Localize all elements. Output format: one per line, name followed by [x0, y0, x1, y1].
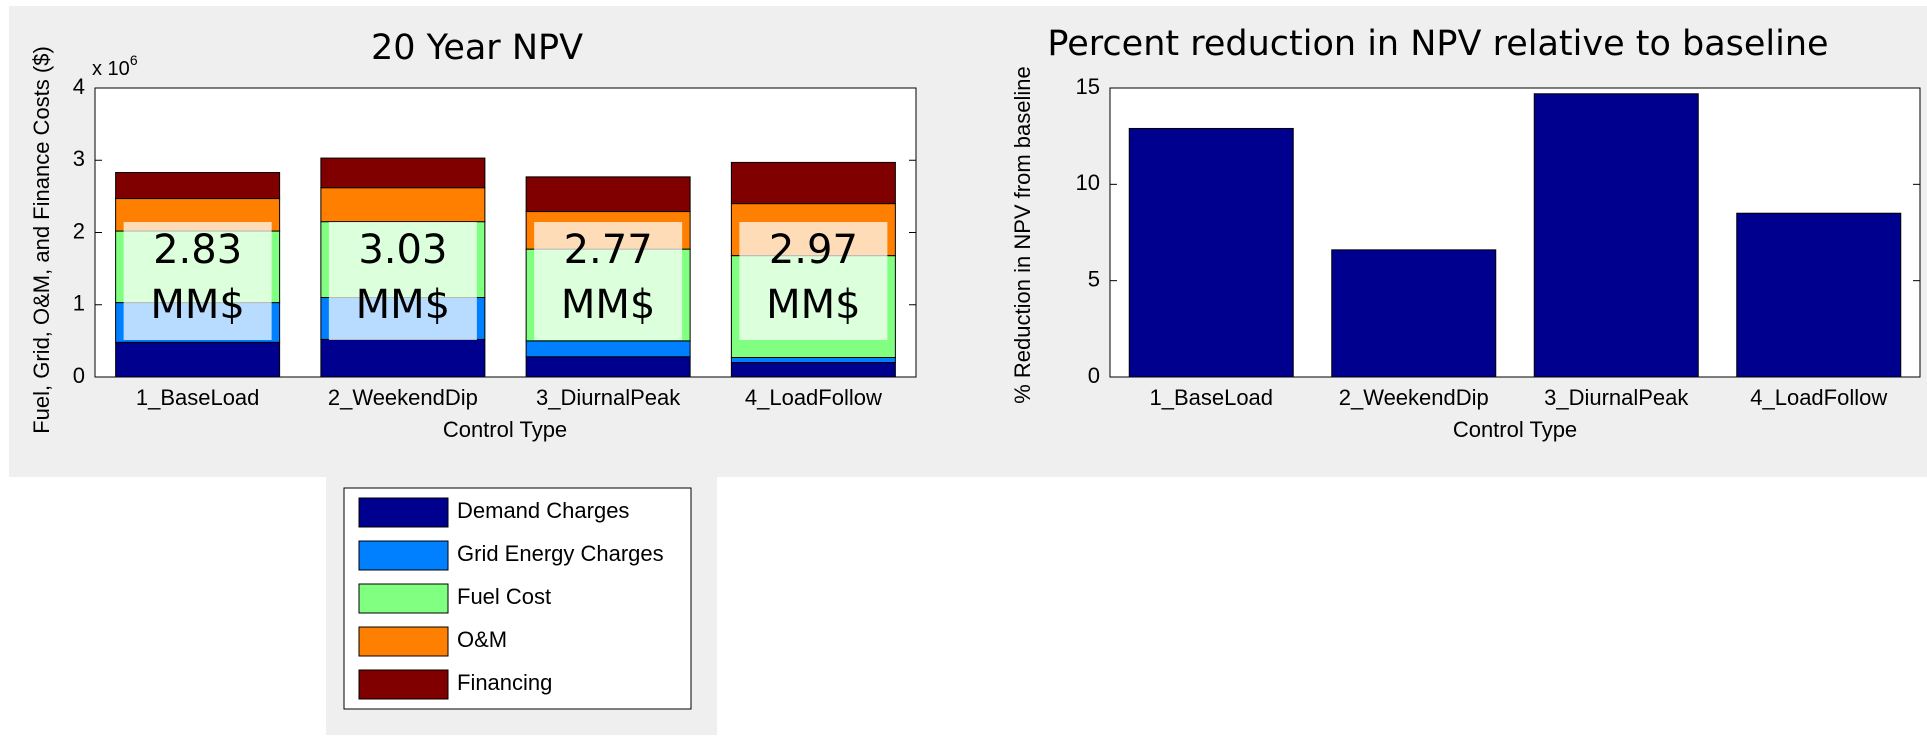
bar-segment — [115, 341, 281, 378]
legend-swatch — [358, 626, 449, 657]
y-tick-label: 4 — [73, 74, 85, 99]
x-tick-label: 3_DiurnalPeak — [1544, 385, 1689, 410]
legend-swatch — [358, 497, 449, 528]
highlight-overlay — [123, 222, 272, 340]
annotation: MM$ — [150, 282, 244, 328]
highlight-overlay — [328, 222, 477, 340]
bar-segment — [320, 338, 486, 378]
bar-segment — [525, 340, 691, 358]
legend-label: Financing — [457, 670, 552, 695]
legend-swatch — [358, 669, 449, 700]
y-axis-label: % Reduction in NPV from baseline — [1010, 66, 1035, 404]
x-axis-label: Control Type — [1453, 417, 1577, 442]
x-axis-label: Control Type — [443, 417, 567, 442]
multiplier-exponent: 6 — [130, 52, 138, 68]
bar-segment — [730, 161, 896, 205]
y-tick-label: 0 — [73, 363, 85, 388]
bar — [1128, 127, 1294, 378]
bar — [1331, 249, 1497, 378]
y-axis-label: Fuel, Grid, O&M, and Finance Costs ($) — [29, 46, 54, 434]
bar — [1533, 93, 1699, 378]
bar-segment — [320, 187, 486, 223]
chart-title: 20 Year NPV — [371, 28, 583, 68]
chart-title: Percent reduction in NPV relative to bas… — [1047, 24, 1828, 64]
annotation: 2.97 — [769, 227, 858, 273]
annotation: 2.83 — [153, 227, 242, 273]
legend-swatch — [358, 540, 449, 571]
highlight-overlay — [534, 222, 683, 340]
multiplier-base: x 10 — [92, 58, 130, 80]
x-tick-label: 1_BaseLoad — [1149, 385, 1273, 410]
bar-segment — [730, 362, 896, 378]
annotation: 2.77 — [564, 227, 653, 273]
y-multiplier: x 106 — [92, 52, 138, 81]
legend-label: Grid Energy Charges — [457, 541, 664, 566]
bar-segment — [525, 176, 691, 213]
bar — [1736, 212, 1902, 378]
y-tick-label: 0 — [1088, 363, 1100, 388]
y-tick-label: 1 — [73, 291, 85, 316]
x-tick-label: 2_WeekendDip — [1339, 385, 1489, 410]
x-tick-label: 4_LoadFollow — [745, 385, 882, 410]
legend-label: O&M — [457, 627, 507, 652]
annotation: MM$ — [561, 282, 655, 328]
annotation: 3.03 — [358, 227, 447, 273]
x-tick-label: 1_BaseLoad — [136, 385, 260, 410]
bar-segment — [320, 157, 486, 189]
y-tick-label: 2 — [73, 218, 85, 243]
highlight-overlay — [739, 222, 888, 340]
bar-segment — [730, 356, 896, 364]
legend-swatch — [358, 583, 449, 614]
annotation: MM$ — [766, 282, 860, 328]
legend-label: Fuel Cost — [457, 584, 551, 609]
bar-segment — [115, 172, 281, 200]
x-tick-label: 4_LoadFollow — [1750, 385, 1887, 410]
x-tick-label: 3_DiurnalPeak — [536, 385, 681, 410]
y-tick-label: 15 — [1076, 74, 1100, 99]
bar-segment — [525, 356, 691, 378]
y-tick-label: 10 — [1076, 170, 1100, 195]
y-tick-label: 3 — [73, 146, 85, 171]
x-tick-label: 2_WeekendDip — [328, 385, 478, 410]
annotation: MM$ — [356, 282, 450, 328]
y-tick-label: 5 — [1088, 266, 1100, 291]
legend-label: Demand Charges — [457, 498, 629, 523]
